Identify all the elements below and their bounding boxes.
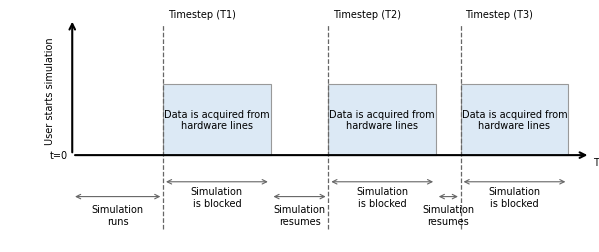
Bar <box>163 85 271 155</box>
Text: Data is acquired from
hardware lines: Data is acquired from hardware lines <box>462 109 567 131</box>
Bar <box>461 85 568 155</box>
Text: Simulation
resumes: Simulation resumes <box>274 204 326 226</box>
Bar <box>328 85 436 155</box>
Text: Timestep (T3): Timestep (T3) <box>465 10 533 20</box>
Text: Simulation
is blocked: Simulation is blocked <box>488 186 540 208</box>
Text: Simulation
resumes: Simulation resumes <box>422 204 474 226</box>
Text: Time (t): Time (t) <box>593 156 599 166</box>
Text: Timestep (T1): Timestep (T1) <box>168 10 235 20</box>
Text: t=0: t=0 <box>50 150 68 161</box>
Text: Timestep (T2): Timestep (T2) <box>333 10 401 20</box>
Text: Data is acquired from
hardware lines: Data is acquired from hardware lines <box>164 109 270 131</box>
Text: Simulation
is blocked: Simulation is blocked <box>356 186 409 208</box>
Text: Data is acquired from
hardware lines: Data is acquired from hardware lines <box>329 109 435 131</box>
Text: Simulation
is blocked: Simulation is blocked <box>191 186 243 208</box>
Text: Simulation
runs: Simulation runs <box>92 204 144 226</box>
Text: User starts simulation: User starts simulation <box>45 37 55 144</box>
